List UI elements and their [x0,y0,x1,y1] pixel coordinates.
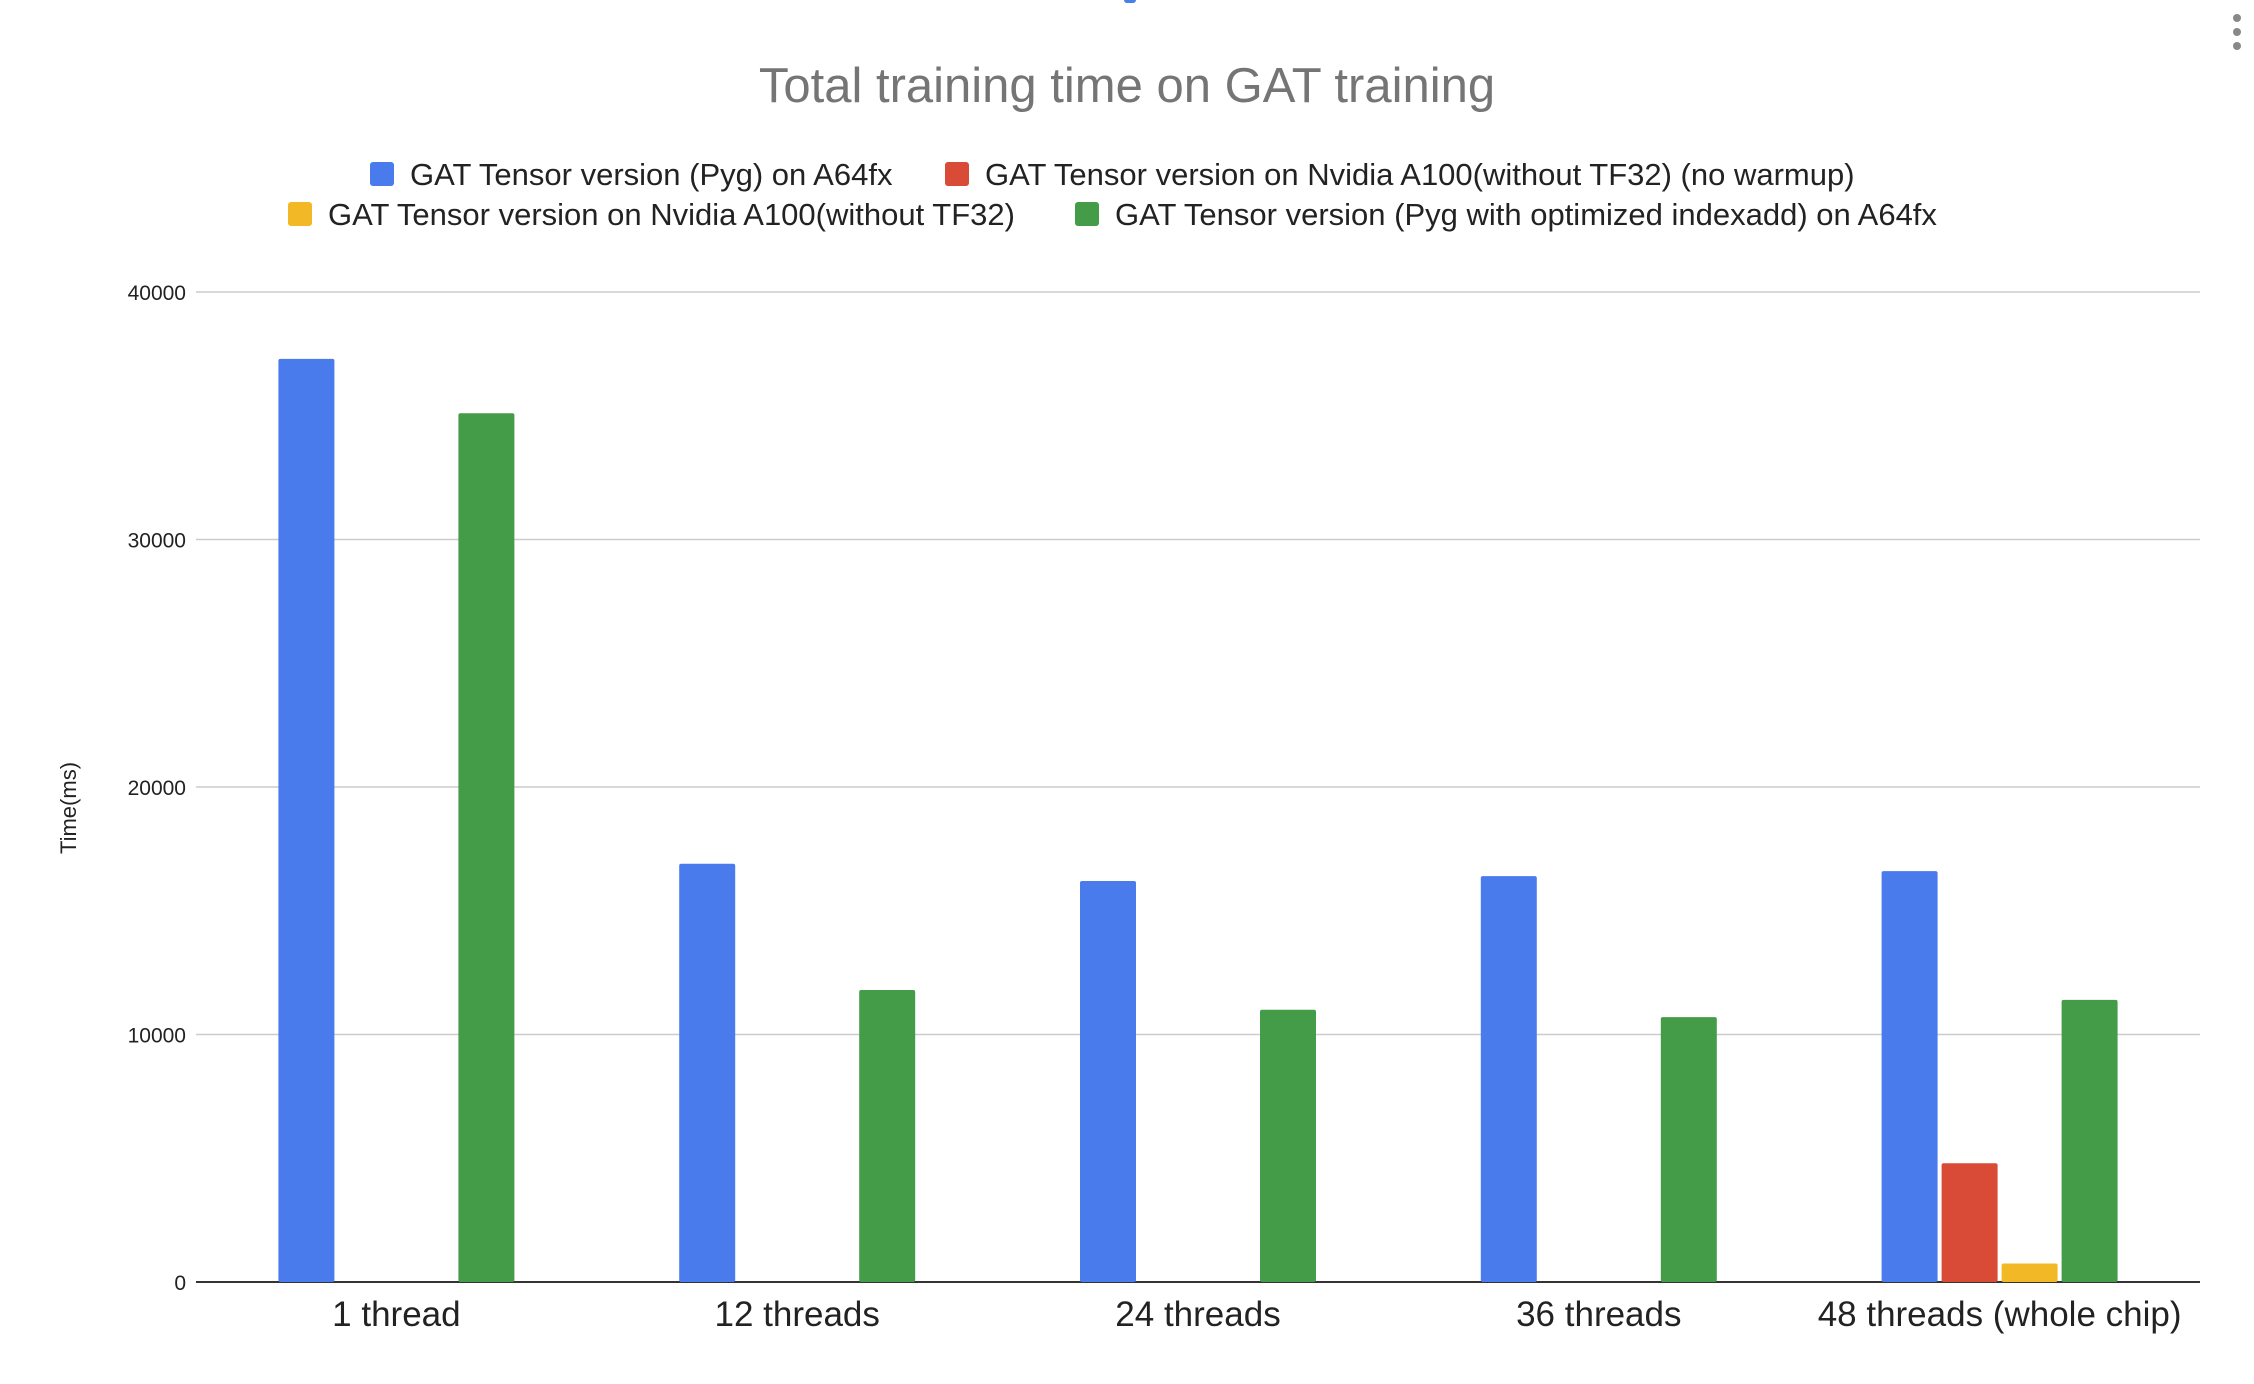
y-tick-label: 0 [174,1272,186,1295]
legend-swatch-series-3 [288,202,312,226]
y-axis-ticks: 0 10000 20000 30000 40000 [128,282,186,1295]
x-tick-label: 24 threads [1115,1295,1280,1334]
legend-swatch-series-1 [370,162,394,186]
more-options-icon[interactable] [2230,10,2244,54]
bar-series-2-4 [1941,1163,1998,1282]
legend: GAT Tensor version (Pyg) on A64fx GAT Te… [288,157,1937,232]
bar-series-4-0 [458,413,515,1282]
chart-title: Total training time on GAT training [759,59,1495,113]
y-tick-label: 40000 [128,282,186,305]
bar-series-4-1 [859,989,916,1282]
y-tick-label: 30000 [128,530,186,553]
x-tick-label: 48 threads (whole chip) [1818,1295,2182,1334]
legend-label-series-3: GAT Tensor version on Nvidia A100(withou… [328,197,1015,232]
x-tick-label: 1 thread [332,1295,460,1334]
y-tick-label: 10000 [128,1025,186,1048]
legend-swatch-series-4 [1075,202,1099,226]
x-tick-label: 36 threads [1516,1295,1681,1334]
bar-series-1-3 [1480,876,1537,1282]
legend-label-series-2: GAT Tensor version on Nvidia A100(withou… [985,157,1855,192]
bar-series-4-2 [1260,1009,1316,1282]
bar-series-4-4 [2061,999,2118,1282]
y-tick-label: 20000 [128,777,186,800]
bars [278,358,2118,1282]
y-axis-label: Time(ms) [56,762,81,854]
top-scroll-marker [1124,0,1136,3]
x-axis-ticks: 1 thread 12 threads 24 threads 36 threads 48… [332,1295,2181,1334]
legend-label-series-1: GAT Tensor version (Pyg) on A64fx [410,157,893,192]
legend-swatch-series-2 [945,162,969,186]
gridlines [196,291,2200,1283]
bar-series-1-2 [1080,881,1136,1282]
legend-label-series-4: GAT Tensor version (Pyg with optimized i… [1115,197,1937,232]
bar-series-1-0 [278,358,335,1282]
bar-series-3-4 [2001,1263,2058,1282]
x-tick-label: 12 threads [714,1295,879,1334]
bar-series-1-1 [679,863,736,1282]
bar-series-1-4 [1881,871,1938,1282]
bar-series-4-3 [1660,1017,1717,1282]
